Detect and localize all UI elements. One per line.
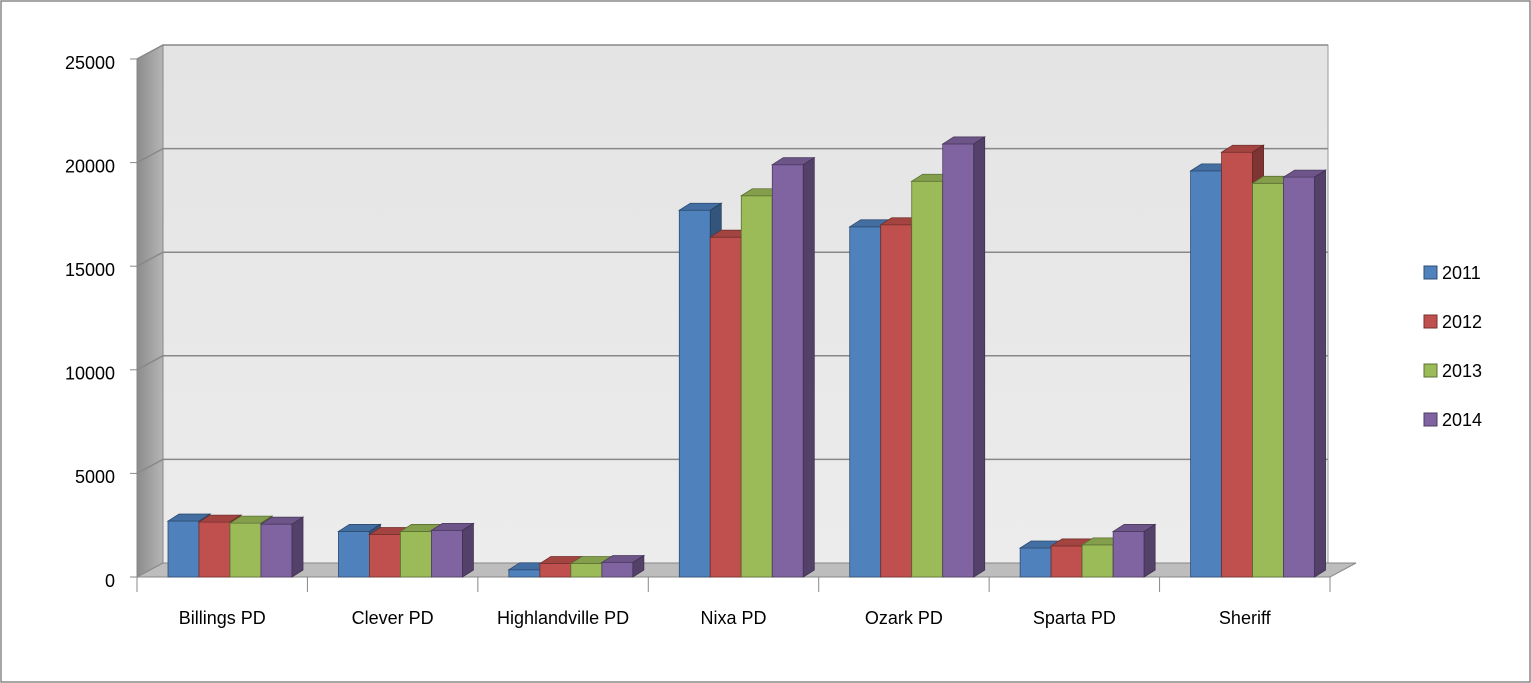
bar-front [1190,170,1222,578]
bar-side [462,522,474,578]
bar [259,516,305,578]
legend-swatch [1423,363,1438,378]
bar-front [1221,151,1253,578]
bar-front [431,529,463,578]
x-tick-label: Highlandville PD [497,608,630,628]
bar-front [880,224,913,578]
bar-front [1252,182,1284,578]
y-tick-label: 25000 [65,53,115,73]
bar-front [167,520,200,578]
bar-front [1050,545,1083,578]
bar-front [740,195,773,578]
legend-label: 2013 [1442,361,1482,381]
legend-label: 2012 [1442,312,1482,332]
x-tick-label: Billings PD [178,608,266,628]
bar [1111,523,1157,578]
legend-label: 2014 [1442,410,1482,430]
bar-front [338,531,370,578]
bar-front [678,209,711,578]
x-tick-label: Sparta PD [1032,608,1116,628]
bar [430,522,475,578]
grid-line [136,147,1328,164]
bar-front [849,226,882,578]
bar-front [1283,176,1315,578]
bar-front [1019,547,1052,578]
side-wall [136,44,164,578]
bar-front [601,562,634,578]
bar-side [632,554,645,578]
legend-swatch [1423,412,1438,427]
bar [1282,169,1327,578]
x-tick-label: Clever PD [351,608,434,628]
bar-front [709,236,742,578]
bar-front [771,164,804,578]
legend-swatch [1423,265,1438,280]
bar-front [260,523,293,578]
bar [770,156,816,578]
legend-label: 2011 [1442,263,1481,283]
bar-side [802,156,815,578]
bar-front [508,569,541,578]
bar-side [291,516,304,578]
grid-line [136,44,1328,60]
bar [600,554,646,578]
bar-front [369,534,401,578]
bar-side [973,136,986,578]
bar-front [942,143,975,578]
bar-front [229,522,262,578]
bar [941,136,987,578]
x-tick-label: Nixa PD [700,608,767,628]
bar-front [539,563,572,578]
bar-front [911,180,944,578]
bar-front [198,521,231,578]
y-tick-label: 0 [105,571,115,591]
bar-front [570,563,603,578]
x-tick-label: Ozark PD [864,608,943,628]
bar-front [1112,531,1145,578]
bar-side [1314,169,1326,578]
legend-swatch [1423,314,1438,329]
y-tick-label: 5000 [75,467,115,487]
x-tick-label: Sheriff [1218,608,1271,628]
y-tick-label: 15000 [65,260,115,280]
y-tick-label: 10000 [65,364,115,384]
bar-front [1081,544,1114,578]
y-tick-label: 20000 [65,156,115,176]
bar-front [400,531,432,578]
bar-side [1143,523,1156,578]
